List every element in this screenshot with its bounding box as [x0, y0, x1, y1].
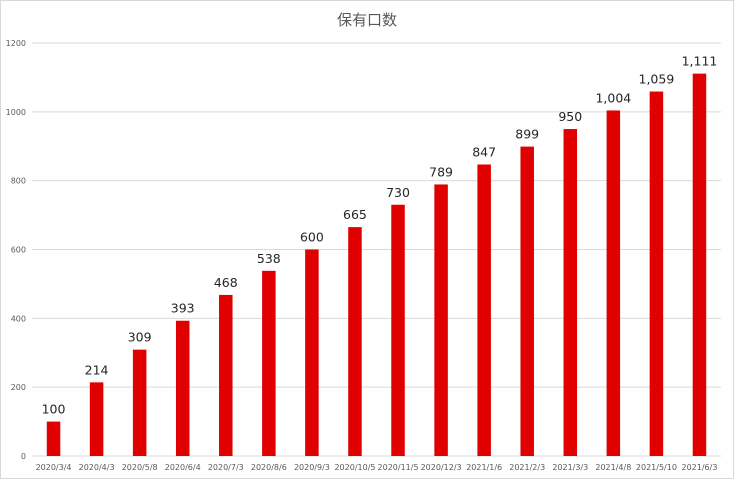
x-tick-label: 2020/6/4	[165, 463, 201, 472]
y-tick-label: 1200	[6, 39, 26, 48]
data-label: 100	[42, 402, 66, 417]
x-tick-label: 2020/11/5	[378, 463, 419, 472]
y-tick-label: 200	[11, 383, 26, 392]
bar	[563, 129, 578, 456]
bar	[520, 146, 534, 456]
bar	[46, 421, 61, 456]
data-label: 899	[515, 127, 539, 142]
bar	[434, 184, 448, 456]
x-tick-label: 2020/4/3	[79, 463, 115, 472]
bar	[175, 320, 190, 456]
bar	[262, 270, 276, 456]
x-tick-label: 2020/5/8	[122, 463, 158, 472]
bar	[606, 110, 621, 456]
data-label: 538	[257, 251, 281, 266]
data-label: 847	[472, 144, 496, 159]
x-tick-label: 2020/10/5	[334, 463, 375, 472]
bar	[89, 382, 104, 456]
x-tick-label: 2021/2/3	[509, 463, 545, 472]
bar	[391, 204, 405, 456]
bar	[477, 164, 491, 456]
x-tick-label: 2021/1/6	[466, 463, 502, 472]
x-tick-label: 2020/7/3	[208, 463, 244, 472]
data-label: 1,059	[639, 72, 675, 87]
bar	[305, 249, 319, 456]
data-label: 214	[85, 362, 109, 377]
x-tick-label: 2020/8/6	[251, 463, 287, 472]
x-tick-label: 2020/9/3	[294, 463, 330, 472]
y-tick-label: 600	[11, 246, 26, 255]
y-tick-label: 0	[21, 452, 26, 461]
data-label: 1,004	[595, 90, 631, 105]
y-tick-label: 400	[11, 314, 26, 323]
data-label: 468	[214, 275, 238, 290]
data-label: 730	[386, 185, 410, 200]
x-tick-label: 2021/3/3	[552, 463, 588, 472]
bar	[649, 91, 664, 456]
bar	[219, 294, 233, 456]
x-tick-label: 2021/4/8	[595, 463, 631, 472]
data-label: 789	[429, 164, 453, 179]
data-label: 600	[300, 230, 324, 245]
data-label: 665	[343, 207, 367, 222]
bar	[132, 349, 147, 456]
data-label: 1,111	[682, 54, 718, 69]
y-tick-label: 800	[11, 177, 26, 186]
bar	[348, 227, 362, 456]
chart-title: 保有口数	[336, 11, 397, 29]
x-tick-label: 2021/6/3	[682, 463, 718, 472]
data-label: 950	[558, 109, 582, 124]
bar	[692, 73, 707, 457]
x-tick-label: 2020/3/4	[36, 463, 72, 472]
data-label: 309	[128, 330, 152, 345]
data-label: 393	[171, 301, 195, 316]
x-tick-label: 2020/12/3	[421, 463, 462, 472]
x-tick-label: 2021/5/10	[636, 463, 677, 472]
y-tick-label: 1000	[6, 108, 26, 117]
